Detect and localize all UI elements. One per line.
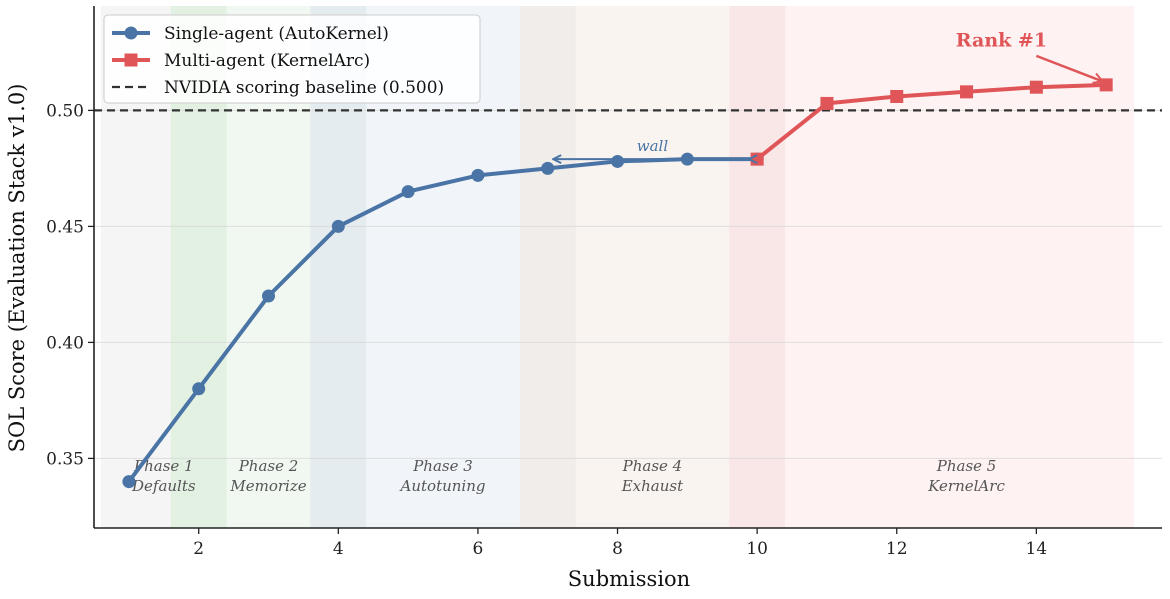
x-axis-label: Submission (568, 567, 690, 591)
phase-label-title: Phase 2 (238, 457, 299, 475)
phase-band (519, 6, 730, 528)
y-tick-label: 0.40 (46, 333, 84, 353)
data-point (122, 475, 136, 489)
legend-swatch-marker (124, 26, 138, 40)
legend-swatch-marker (124, 53, 138, 67)
y-axis-label: SOL Score (Evaluation Stack v1.0) (5, 84, 29, 453)
phase-label-name: Exhaust (621, 477, 684, 495)
x-tick-label: 4 (333, 539, 344, 559)
phase-labels: Phase 1 Defaults Phase 2 Memorize Phase 3 Aut… (131, 457, 1005, 495)
data-point (750, 152, 764, 166)
legend-frame (103, 14, 481, 104)
phase-label-name: Defaults (131, 477, 196, 495)
data-point (192, 382, 206, 396)
x-tick-label: 2 (193, 539, 204, 559)
y-tick-label: 0.45 (46, 217, 84, 237)
data-point (890, 89, 904, 103)
phase-label-title: Phase 4 (622, 457, 683, 475)
phase-label-name: Autotuning (399, 477, 486, 495)
data-point (471, 168, 485, 182)
y-tick-label: 0.50 (46, 101, 84, 121)
data-point (1029, 80, 1043, 94)
data-point (541, 161, 555, 175)
data-point (960, 85, 974, 99)
x-tick-label: 14 (1026, 539, 1048, 559)
legend-label: NVIDIA scoring baseline (0.500) (164, 78, 444, 98)
wall-annotation: wall (637, 137, 669, 155)
y-tick-label: 0.35 (46, 449, 84, 469)
x-tick-label: 8 (612, 539, 623, 559)
annotations: wall Rank #1 (553, 30, 1102, 160)
x-tick-label: 12 (886, 539, 908, 559)
phase-label-name: Memorize (229, 477, 306, 495)
phase-transition-band (729, 6, 786, 528)
phase-label-title: Phase 1 (133, 457, 194, 475)
phase-transition-band (519, 6, 576, 528)
series-line (755, 82, 1107, 161)
data-point (331, 219, 345, 233)
data-point (820, 96, 834, 110)
legend-label: Multi-agent (KernelArc) (164, 51, 370, 71)
legend-label: Single-agent (AutoKernel) (164, 24, 389, 44)
axes: 2 4 6 8 10 12 14 0.35 0.40 0.45 0.50 (46, 6, 1162, 559)
phase-label-name: KernelArc (927, 477, 1005, 495)
data-point (611, 154, 625, 168)
phase-label-title: Phase 3 (412, 457, 473, 475)
x-tick-label: 6 (473, 539, 484, 559)
rank-annotation: Rank #1 (956, 30, 1047, 52)
data-point (262, 289, 276, 303)
x-tick-label: 10 (746, 539, 768, 559)
legend: Single-agent (AutoKernel) Multi-agent (Ke… (103, 14, 481, 104)
data-point (401, 185, 415, 199)
rank-arrow (1035, 54, 1102, 82)
phase-label-title: Phase 5 (936, 457, 997, 475)
